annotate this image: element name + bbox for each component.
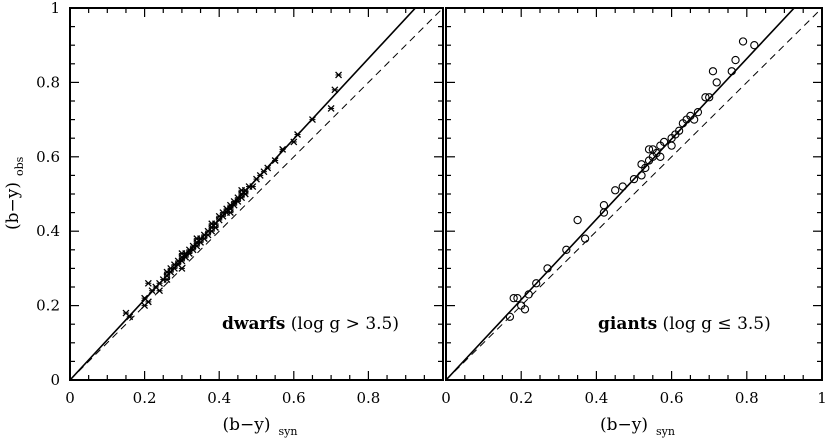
right-panel: 0 0.2 0.4 0.6 0.8 1 giants (log g ≤ 3.5) (b−y) s… — [441, 7, 827, 438]
data-point — [712, 78, 721, 87]
x-axis-label-sub: syn — [656, 425, 675, 438]
data-point — [532, 279, 541, 288]
y-tick-label: 0.2 — [36, 297, 60, 315]
data-point — [731, 55, 740, 65]
x-tick-label: 0 — [441, 389, 451, 407]
data-point — [667, 141, 676, 150]
data-point — [520, 305, 530, 314]
data-point — [208, 227, 216, 235]
data-point — [524, 290, 533, 299]
x-tick-label: 0.6 — [660, 389, 684, 407]
data-point — [308, 116, 316, 124]
data-point — [659, 137, 669, 147]
data-point — [690, 115, 699, 124]
left-panel: 0 0.2 0.4 0.6 0.8 0 0.2 0.4 0.6 0.8 1 dwarfs (log g… — [3, 0, 444, 438]
data-point — [238, 186, 246, 194]
data-point — [513, 294, 522, 303]
data-point — [629, 174, 639, 184]
y-tick-label: 0.6 — [36, 148, 60, 166]
data-point — [144, 279, 152, 287]
panel-annotation: dwarfs (log g > 3.5) — [222, 314, 399, 334]
x-tick-label: 0 — [65, 389, 75, 407]
data-point — [163, 276, 171, 284]
data-point — [126, 313, 134, 321]
data-point — [509, 294, 518, 303]
x-axis-label: (b−y) — [223, 415, 271, 435]
x-tick-label: 0.8 — [356, 389, 380, 407]
data-point — [573, 215, 582, 225]
data-point — [674, 126, 684, 135]
data-point — [637, 171, 646, 180]
data-point — [327, 104, 335, 112]
data-point — [727, 67, 736, 76]
data-point — [543, 264, 552, 273]
data-point — [738, 37, 748, 46]
y-axis-label-sub: obs — [13, 156, 26, 176]
data-point — [641, 163, 650, 173]
data-point — [599, 201, 609, 210]
x-tick-label: 1 — [817, 389, 827, 407]
x-tick-label: 0.2 — [509, 389, 533, 407]
annotation-rest: (log g > 3.5) — [285, 314, 399, 334]
data-point — [599, 208, 609, 217]
data-point — [294, 131, 301, 138]
data-point — [279, 145, 287, 153]
data-point — [331, 86, 339, 94]
data-point — [505, 312, 515, 321]
data-point — [656, 152, 665, 161]
data-point — [156, 287, 163, 295]
data-point — [249, 183, 257, 191]
data-point — [144, 298, 152, 306]
annotation-bold: giants — [598, 314, 657, 334]
data-point — [611, 186, 620, 195]
data-point — [562, 245, 571, 254]
data-point — [705, 93, 714, 102]
y-tick-label: 0.8 — [36, 73, 60, 91]
data-point — [644, 145, 654, 154]
data-point — [708, 67, 718, 76]
x-tick-label: 0.4 — [584, 389, 608, 407]
x-tick-label: 0.2 — [133, 389, 157, 407]
one-to-one-line — [446, 8, 822, 380]
x-tick-label: 0.6 — [282, 389, 306, 407]
y-tick-label: 0.4 — [36, 222, 60, 240]
plot-area — [446, 8, 822, 380]
plot-area — [70, 8, 443, 380]
annotation-bold: dwarfs — [222, 314, 285, 334]
data-point — [193, 235, 201, 243]
x-tick-label: 0.8 — [735, 389, 759, 407]
annotation-rest: (log g ≤ 3.5) — [657, 314, 771, 334]
y-axis-label-group: (b−y) obs — [3, 156, 26, 230]
data-point — [226, 209, 234, 217]
data-point — [264, 164, 272, 172]
one-to-one-line — [70, 8, 443, 380]
data-point — [750, 41, 759, 50]
y-tick-label: 0 — [50, 371, 60, 389]
y-axis-label: (b−y) — [3, 182, 23, 230]
data-point — [290, 138, 298, 146]
data-point — [618, 182, 627, 191]
data-point — [580, 234, 590, 243]
y-tick-label: 1 — [50, 0, 60, 17]
data-point — [178, 264, 186, 272]
panel-annotation: giants (log g ≤ 3.5) — [598, 314, 771, 334]
x-axis-label-sub: syn — [279, 425, 298, 438]
data-point — [271, 157, 279, 164]
data-point — [701, 93, 710, 102]
x-axis-label: (b−y) — [600, 415, 648, 435]
x-tick-label: 0.4 — [207, 389, 231, 407]
data-point — [335, 71, 343, 79]
data-point — [693, 108, 703, 117]
